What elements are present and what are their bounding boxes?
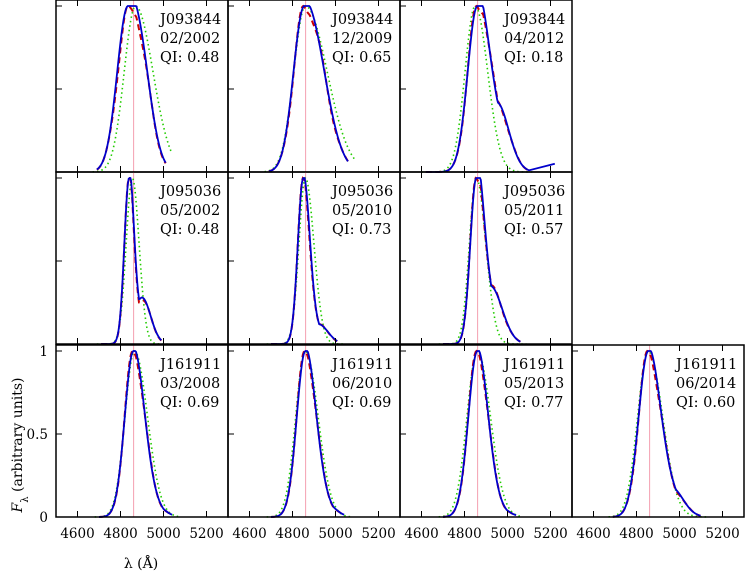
x-axis-title: λ (Å)	[124, 554, 158, 572]
panel-frame	[571, 344, 745, 518]
panel-qi-label: QI: 0.77	[504, 395, 563, 411]
panel-object-label: J093844	[158, 12, 221, 28]
panel-date-label: 06/2010	[332, 376, 392, 392]
green-dotted-series	[438, 350, 523, 518]
panel-qi-label: QI: 0.69	[332, 395, 391, 411]
blue-solid-series	[271, 177, 338, 345]
panel-date-label: 06/2014	[676, 376, 736, 392]
panel-object-label: J161911	[502, 357, 565, 373]
panel-object-label: J161911	[674, 357, 737, 373]
panel-date-label: 12/2009	[332, 31, 392, 47]
x-tick-label: 5000	[146, 526, 180, 542]
panel-4: J095036 05/2010 QI: 0.73	[227, 171, 401, 345]
x-tick-label: 5000	[490, 526, 524, 542]
panel-qi-label: QI: 0.73	[332, 222, 391, 238]
panel-6: J161911 03/2008 QI: 0.69	[55, 344, 229, 518]
blue-solid-series	[612, 350, 701, 518]
panel-date-label: 05/2002	[160, 203, 220, 219]
x-tick-label: 4800	[619, 526, 653, 542]
panel-date-label: 02/2002	[160, 31, 220, 47]
panel-object-label: J161911	[330, 357, 393, 373]
blue-solid-series	[101, 177, 163, 345]
panel-qi-label: QI: 0.65	[332, 50, 391, 66]
panel-object-label: J093844	[502, 12, 565, 28]
panel-qi-label: QI: 0.48	[160, 222, 219, 238]
x-tick-label: 5000	[662, 526, 696, 542]
panel-9: J161911 06/2014 QI: 0.60	[571, 344, 745, 518]
panel-qi-label: QI: 0.48	[160, 50, 219, 66]
blue-solid-series	[96, 5, 167, 171]
y-axis-title: Fλ (arbitrary units)	[10, 378, 31, 514]
panel-0: J093844 02/2002 QI: 0.48	[55, 0, 229, 173]
panel-qi-label: QI: 0.18	[504, 50, 563, 66]
x-tick-label: 4800	[103, 526, 137, 542]
x-tick-label: 4600	[60, 526, 94, 542]
green-dotted-series	[264, 5, 356, 173]
x-tick-label: 4600	[404, 526, 438, 542]
x-tick-label: 5200	[705, 526, 739, 542]
panel-frame	[399, 171, 573, 345]
y-axis-title-sub: λ	[20, 496, 31, 503]
blue-solid-series	[270, 350, 345, 518]
blue-solid-series	[442, 350, 517, 518]
x-tick-label: 4600	[576, 526, 610, 542]
y-axis-title-main: F	[10, 501, 26, 513]
panel-5: J095036 05/2011 QI: 0.57	[399, 171, 573, 345]
x-tick-label: 4800	[275, 526, 309, 542]
blue-solid-series	[98, 350, 173, 518]
y-tick-label: 0	[39, 510, 48, 526]
x-tick-label: 4800	[447, 526, 481, 542]
x-tick-label: 5200	[361, 526, 395, 542]
panel-date-label: 04/2012	[504, 31, 564, 47]
x-tick-label: 5200	[533, 526, 567, 542]
axes-text-layer: 4600 4800 5000 5200 4600 4800 5000 5200 4600 4800…	[27, 344, 740, 542]
x-tick-label: 5200	[189, 526, 223, 542]
panel-qi-label: QI: 0.57	[504, 222, 563, 238]
panel-7: J161911 06/2010 QI: 0.69	[227, 344, 401, 518]
panel-8: J161911 05/2013 QI: 0.77	[399, 344, 573, 518]
panels-layer: J093844 02/2002 QI: 0.48 J093844 12/2009 QI: …	[55, 0, 745, 518]
y-axis-title-rest: (arbitrary units)	[10, 378, 26, 497]
panel-object-label: J093844	[330, 12, 393, 28]
x-tick-label: 5000	[318, 526, 352, 542]
red-dashed-series	[271, 176, 338, 345]
green-dotted-series	[92, 5, 173, 173]
y-tick-label: 0.5	[27, 427, 48, 443]
panel-date-label: 03/2008	[160, 376, 220, 392]
panel-3: J095036 05/2002 QI: 0.48	[55, 171, 229, 345]
panel-date-label: 05/2011	[504, 203, 564, 219]
panel-date-label: 05/2010	[332, 203, 392, 219]
x-tick-label: 4600	[232, 526, 266, 542]
panel-2: J093844 04/2012 QI: 0.18	[399, 0, 573, 173]
y-tick-label: 1	[39, 344, 48, 360]
panel-object-label: J095036	[330, 184, 393, 200]
panel-1: J093844 12/2009 QI: 0.65	[227, 0, 401, 173]
panel-qi-label: QI: 0.60	[676, 395, 735, 411]
panel-object-label: J161911	[158, 357, 221, 373]
panel-qi-label: QI: 0.69	[160, 395, 219, 411]
panel-object-label: J095036	[158, 184, 221, 200]
panel-object-label: J095036	[502, 184, 565, 200]
blue-solid-series	[268, 5, 349, 173]
panel-date-label: 05/2013	[504, 376, 564, 392]
